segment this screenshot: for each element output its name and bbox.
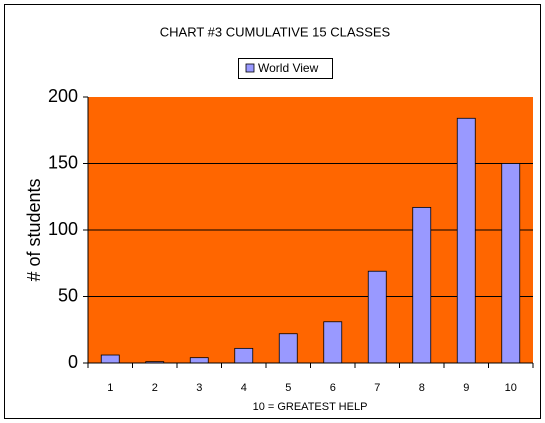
legend-swatch <box>245 63 255 73</box>
x-tick-label: 4 <box>241 382 247 394</box>
bar <box>456 117 476 364</box>
x-axis-label: 10 = GREATEST HELP <box>253 401 368 413</box>
legend-box <box>238 58 333 79</box>
bar <box>100 354 120 364</box>
bar <box>234 347 254 364</box>
bar <box>323 321 343 364</box>
chart-title: CHART #3 CUMULATIVE 15 CLASSES <box>160 24 391 39</box>
bar <box>278 333 298 364</box>
x-tick-label: 3 <box>196 382 202 394</box>
bar <box>501 163 521 364</box>
y-tick-label: 100 <box>48 219 78 239</box>
y-tick-label: 150 <box>48 152 78 172</box>
legend-label: World View <box>258 61 319 75</box>
x-tick-label: 10 <box>505 382 517 394</box>
x-tick-label: 6 <box>330 382 336 394</box>
x-tick-label: 8 <box>419 382 425 394</box>
x-tick-label: 9 <box>463 382 469 394</box>
bar <box>367 270 387 364</box>
y-tick-label: 50 <box>58 285 78 305</box>
y-axis-label: # of students <box>24 178 44 281</box>
bar <box>189 357 209 364</box>
x-tick-label: 7 <box>374 382 380 394</box>
x-tick-label: 2 <box>152 382 158 394</box>
x-tick-label: 1 <box>107 382 113 394</box>
x-tick-label: 5 <box>285 382 291 394</box>
bar <box>412 206 432 364</box>
y-tick-label: 200 <box>48 86 78 106</box>
y-tick-label: 0 <box>68 352 78 372</box>
